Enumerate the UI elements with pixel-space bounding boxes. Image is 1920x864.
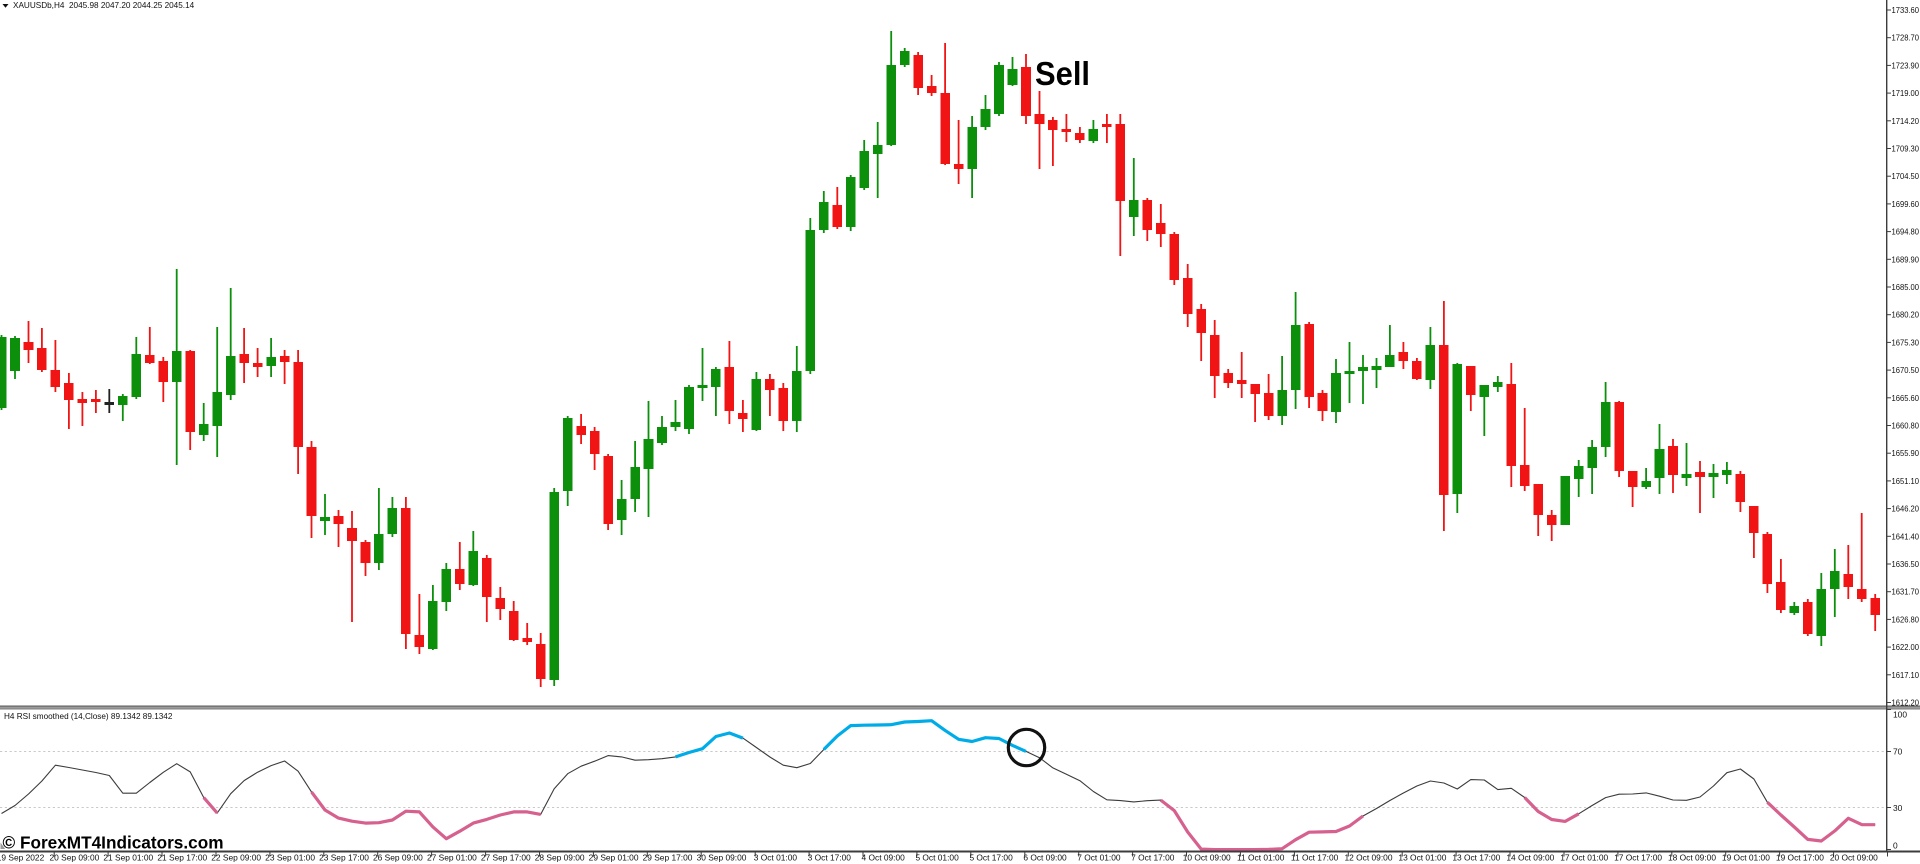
svg-text:1694.80: 1694.80 bbox=[1892, 227, 1920, 237]
svg-text:11 Oct 01:00: 11 Oct 01:00 bbox=[1237, 853, 1285, 863]
svg-text:19 Sep 2022: 19 Sep 2022 bbox=[0, 853, 45, 863]
svg-text:21 Sep 01:00: 21 Sep 01:00 bbox=[103, 853, 153, 863]
svg-text:1636.50: 1636.50 bbox=[1892, 559, 1920, 569]
svg-text:3 Oct 01:00: 3 Oct 01:00 bbox=[754, 853, 798, 863]
svg-text:1641.40: 1641.40 bbox=[1892, 531, 1920, 541]
svg-text:1651.10: 1651.10 bbox=[1892, 476, 1920, 486]
svg-text:26 Sep 09:00: 26 Sep 09:00 bbox=[373, 853, 423, 863]
svg-text:1612.20: 1612.20 bbox=[1892, 698, 1920, 708]
svg-text:1622.00: 1622.00 bbox=[1892, 642, 1920, 652]
svg-text:1646.20: 1646.20 bbox=[1892, 504, 1920, 514]
svg-text:1680.20: 1680.20 bbox=[1892, 310, 1920, 320]
svg-text:100: 100 bbox=[1893, 710, 1907, 720]
svg-text:1631.70: 1631.70 bbox=[1892, 587, 1920, 597]
svg-text:1699.60: 1699.60 bbox=[1892, 199, 1920, 209]
svg-text:13 Oct 17:00: 13 Oct 17:00 bbox=[1452, 853, 1500, 863]
svg-text:6 Oct 09:00: 6 Oct 09:00 bbox=[1023, 853, 1067, 863]
svg-text:23 Sep 01:00: 23 Sep 01:00 bbox=[265, 853, 315, 863]
svg-text:H4 RSI smoothed (14,Close) 89.: H4 RSI smoothed (14,Close) 89.1342 89.13… bbox=[4, 712, 173, 721]
svg-text:Sell: Sell bbox=[1035, 55, 1090, 92]
svg-text:1709.30: 1709.30 bbox=[1892, 144, 1920, 154]
svg-text:22 Sep 09:00: 22 Sep 09:00 bbox=[211, 853, 261, 863]
svg-text:1723.90: 1723.90 bbox=[1892, 60, 1920, 70]
svg-text:1714.20: 1714.20 bbox=[1892, 116, 1920, 126]
svg-text:4 Oct 09:00: 4 Oct 09:00 bbox=[862, 853, 906, 863]
svg-text:17 Oct 17:00: 17 Oct 17:00 bbox=[1614, 853, 1662, 863]
svg-text:29 Sep 17:00: 29 Sep 17:00 bbox=[643, 853, 693, 863]
svg-text:27 Sep 01:00: 27 Sep 01:00 bbox=[427, 853, 477, 863]
svg-text:1626.80: 1626.80 bbox=[1892, 614, 1920, 624]
svg-text:7 Oct 01:00: 7 Oct 01:00 bbox=[1077, 853, 1121, 863]
svg-text:1617.10: 1617.10 bbox=[1892, 670, 1920, 680]
svg-text:1660.80: 1660.80 bbox=[1892, 421, 1920, 431]
svg-text:1689.90: 1689.90 bbox=[1892, 254, 1920, 264]
svg-text:19 Oct 17:00: 19 Oct 17:00 bbox=[1776, 853, 1824, 863]
svg-text:28 Sep 09:00: 28 Sep 09:00 bbox=[535, 853, 585, 863]
svg-text:1719.00: 1719.00 bbox=[1892, 88, 1920, 98]
svg-text:17 Oct 01:00: 17 Oct 01:00 bbox=[1560, 853, 1608, 863]
svg-text:23 Sep 17:00: 23 Sep 17:00 bbox=[319, 853, 369, 863]
svg-text:11 Oct 17:00: 11 Oct 17:00 bbox=[1291, 853, 1339, 863]
svg-text:14 Oct 09:00: 14 Oct 09:00 bbox=[1506, 853, 1554, 863]
svg-text:7 Oct 17:00: 7 Oct 17:00 bbox=[1131, 853, 1175, 863]
svg-text:1733.60: 1733.60 bbox=[1892, 5, 1920, 15]
svg-text:20 Sep 09:00: 20 Sep 09:00 bbox=[49, 853, 99, 863]
svg-text:1704.50: 1704.50 bbox=[1892, 171, 1920, 181]
svg-text:3 Oct 17:00: 3 Oct 17:00 bbox=[808, 853, 852, 863]
svg-text:5 Oct 01:00: 5 Oct 01:00 bbox=[915, 853, 959, 863]
svg-text:1655.90: 1655.90 bbox=[1892, 448, 1920, 458]
svg-text:19 Oct 01:00: 19 Oct 01:00 bbox=[1722, 853, 1770, 863]
svg-text:12 Oct 09:00: 12 Oct 09:00 bbox=[1345, 853, 1393, 863]
svg-text:1670.50: 1670.50 bbox=[1892, 365, 1920, 375]
svg-text:30 Sep 09:00: 30 Sep 09:00 bbox=[697, 853, 747, 863]
svg-text:18 Oct 09:00: 18 Oct 09:00 bbox=[1668, 853, 1716, 863]
svg-text:© ForexMT4Indicators.com: © ForexMT4Indicators.com bbox=[3, 833, 224, 853]
svg-text:20 Oct 09:00: 20 Oct 09:00 bbox=[1830, 853, 1878, 863]
svg-text:1728.70: 1728.70 bbox=[1892, 33, 1920, 43]
svg-text:30: 30 bbox=[1893, 803, 1903, 813]
svg-text:XAUUSDb,H4 2045.98 2047.20 20: XAUUSDb,H4 2045.98 2047.20 2044.25 2045.… bbox=[13, 1, 195, 10]
svg-text:5 Oct 17:00: 5 Oct 17:00 bbox=[969, 853, 1013, 863]
svg-text:0: 0 bbox=[1893, 841, 1898, 851]
svg-text:27 Sep 17:00: 27 Sep 17:00 bbox=[481, 853, 531, 863]
svg-text:70: 70 bbox=[1893, 747, 1903, 757]
svg-text:1665.60: 1665.60 bbox=[1892, 393, 1920, 403]
svg-text:13 Oct 01:00: 13 Oct 01:00 bbox=[1398, 853, 1446, 863]
svg-text:1685.00: 1685.00 bbox=[1892, 282, 1920, 292]
svg-text:21 Sep 17:00: 21 Sep 17:00 bbox=[157, 853, 207, 863]
svg-text:10 Oct 09:00: 10 Oct 09:00 bbox=[1183, 853, 1231, 863]
svg-text:29 Sep 01:00: 29 Sep 01:00 bbox=[589, 853, 639, 863]
svg-text:1675.30: 1675.30 bbox=[1892, 337, 1920, 347]
